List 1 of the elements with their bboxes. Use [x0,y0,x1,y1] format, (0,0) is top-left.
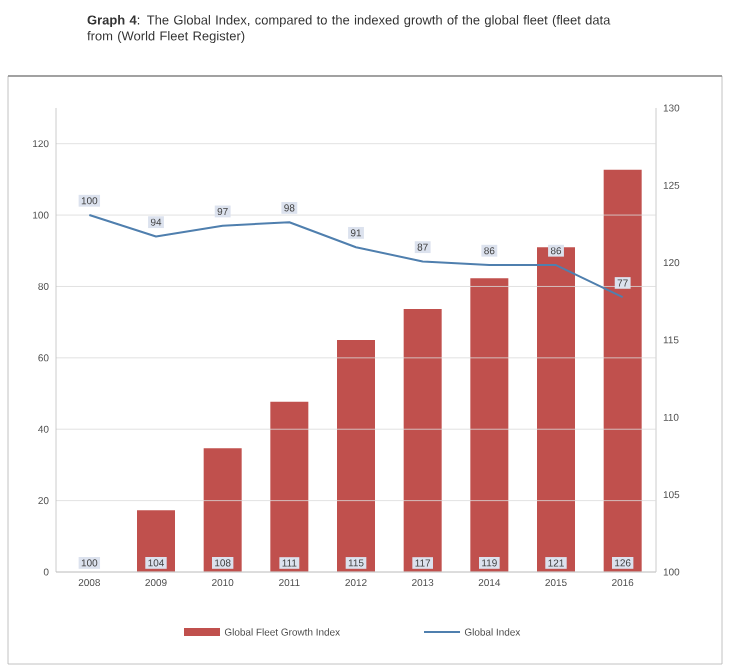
line-series [88,214,624,299]
